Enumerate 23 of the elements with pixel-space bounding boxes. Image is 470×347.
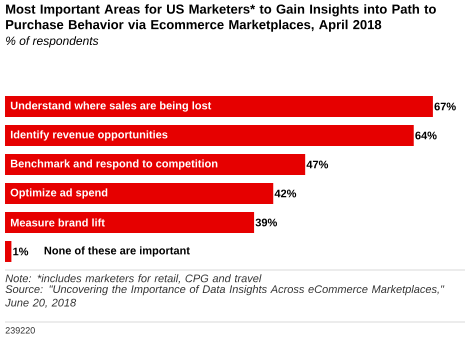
bar [5,154,306,175]
bar [5,96,433,117]
data-label: 42% [274,190,296,198]
chart-title: Most Important Areas for US Marketers* to Gain Insights into Path to Purchase Behavior via Ecommerce Marketplaces, April 2018 [6,4,436,32]
bar [5,182,274,204]
y-tick-label: Understand where sales are being lost [10,101,212,112]
chart-subtitle: % of respondents [6,36,98,48]
y-tick-label: Identify revenue opportunities [10,130,168,141]
data-label: 47% [306,160,328,168]
y-tick-label: None of these are important [44,246,190,257]
data-label: 67% [434,102,456,110]
source-note: Source: "Uncovering the Importance of Data Insights Across eCommerce Marketplaces," June 20, 2018 [5,284,444,308]
text: Note: *includes marketers for retail, CPG and travel [6,274,262,284]
data-label: 1% [13,248,28,256]
data-label: 64% [415,132,437,140]
bar [5,124,414,146]
data-label: 39% [256,218,278,226]
text: 239220 [6,327,35,334]
y-tick-label: Benchmark and respond to competition [10,159,218,170]
y-tick-label: Measure brand lift [10,218,105,227]
bar [5,240,12,262]
bar [5,212,254,233]
y-tick-label: Optimize ad spend [10,188,108,199]
